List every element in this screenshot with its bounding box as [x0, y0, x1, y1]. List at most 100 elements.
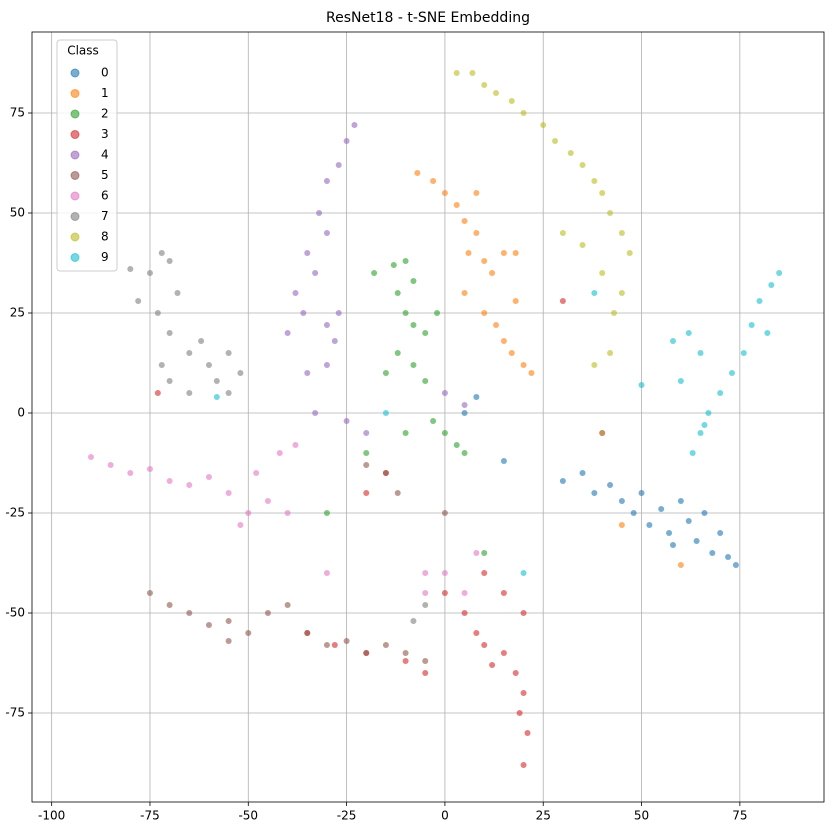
- legend-marker: [70, 109, 80, 119]
- point: [646, 522, 653, 528]
- point: [441, 430, 448, 436]
- point: [166, 378, 173, 384]
- point: [481, 310, 488, 316]
- legend-marker: [70, 253, 80, 262]
- point: [284, 510, 291, 516]
- point: [493, 90, 500, 96]
- point: [363, 650, 370, 656]
- point: [461, 290, 468, 296]
- point: [198, 338, 205, 344]
- y-tick-label: 75: [10, 106, 25, 120]
- point: [591, 490, 598, 496]
- point: [611, 310, 618, 316]
- point: [205, 362, 212, 368]
- point: [500, 250, 507, 256]
- point: [516, 710, 523, 716]
- point: [304, 370, 311, 376]
- legend-title: Class: [67, 44, 99, 58]
- point: [166, 330, 173, 336]
- point: [748, 322, 755, 328]
- point: [264, 610, 271, 616]
- point: [225, 390, 232, 396]
- point: [343, 138, 350, 144]
- point: [335, 162, 342, 168]
- point: [512, 298, 519, 304]
- point: [284, 602, 291, 608]
- point: [394, 290, 401, 296]
- point: [599, 190, 606, 196]
- point: [481, 82, 488, 88]
- point: [740, 350, 747, 356]
- point: [186, 350, 193, 356]
- x-tick-label: 25: [536, 809, 551, 823]
- point: [579, 470, 586, 476]
- point: [461, 410, 468, 416]
- point: [323, 322, 330, 328]
- x-tick-label: 50: [634, 809, 649, 823]
- y-tick-label: 0: [17, 406, 25, 420]
- point: [422, 670, 429, 676]
- point: [335, 310, 342, 316]
- point: [559, 478, 566, 484]
- point: [146, 270, 153, 276]
- point: [685, 518, 692, 524]
- x-tick-label: 75: [732, 809, 747, 823]
- point: [394, 350, 401, 356]
- point: [174, 290, 181, 296]
- point: [500, 338, 507, 344]
- legend-label: 2: [101, 107, 109, 121]
- point: [461, 590, 468, 596]
- point: [638, 382, 645, 388]
- point: [669, 542, 676, 548]
- point: [410, 362, 417, 368]
- point: [756, 298, 763, 304]
- point: [481, 570, 488, 576]
- point: [422, 570, 429, 576]
- point: [618, 498, 625, 504]
- point: [402, 658, 409, 664]
- point: [422, 602, 429, 608]
- point: [323, 570, 330, 576]
- legend-marker: [70, 232, 80, 242]
- point: [213, 394, 220, 400]
- point: [363, 450, 370, 456]
- point: [441, 390, 448, 396]
- point: [579, 162, 586, 168]
- plot-frame: [31, 31, 825, 803]
- point: [292, 442, 299, 448]
- point: [363, 430, 370, 436]
- point: [685, 330, 692, 336]
- legend-label: 6: [101, 189, 109, 203]
- point: [520, 570, 527, 576]
- point: [237, 370, 244, 376]
- point: [559, 298, 566, 304]
- point: [154, 390, 161, 396]
- legend-label: 4: [101, 148, 109, 162]
- point: [591, 362, 598, 368]
- point: [768, 282, 775, 288]
- point: [697, 350, 704, 356]
- point: [253, 470, 260, 476]
- point: [186, 390, 193, 396]
- point: [225, 638, 232, 644]
- point: [441, 570, 448, 576]
- point: [524, 730, 531, 736]
- y-tick-label: -50: [5, 606, 25, 620]
- point: [481, 258, 488, 264]
- point: [127, 266, 134, 272]
- point: [304, 630, 311, 636]
- point: [732, 562, 739, 568]
- point: [764, 330, 771, 336]
- point: [225, 490, 232, 496]
- point: [725, 554, 732, 560]
- y-tick-label: -75: [5, 706, 25, 720]
- legend-label: 7: [101, 209, 109, 223]
- x-tick-label: 0: [441, 809, 449, 823]
- legend-label: 3: [101, 127, 109, 141]
- point: [441, 190, 448, 196]
- point: [135, 298, 142, 304]
- point: [402, 430, 409, 436]
- point: [186, 482, 193, 488]
